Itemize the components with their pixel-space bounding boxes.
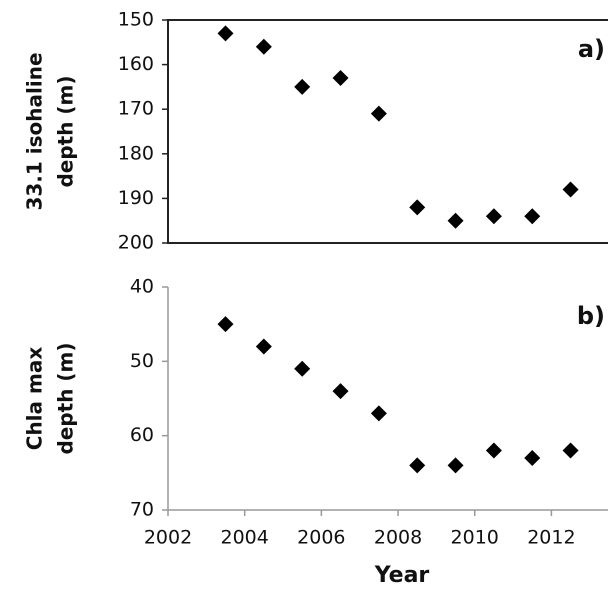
y-tick-label: 40: [130, 276, 154, 298]
y-tick-label: 70: [130, 499, 154, 521]
data-point: [524, 449, 541, 466]
data-point: [447, 212, 464, 229]
data-point: [562, 442, 579, 459]
x-tick-label: 2010: [451, 527, 499, 549]
data-point: [255, 338, 272, 355]
data-point: [332, 383, 349, 400]
data-point: [524, 208, 541, 225]
y-axis-label: depth (m): [54, 75, 78, 187]
data-point: [332, 69, 349, 86]
data-point: [485, 208, 502, 225]
y-tick-label: 170: [118, 98, 154, 120]
panel-label: b): [577, 302, 605, 330]
data-point: [217, 316, 234, 333]
y-tick-label: 150: [118, 9, 154, 31]
y-axis-label: Chla max: [23, 347, 47, 451]
x-axis-label: Year: [374, 563, 430, 588]
data-point: [294, 78, 311, 95]
x-tick-label: 2006: [297, 527, 345, 549]
y-tick-label: 190: [118, 187, 154, 209]
x-tick-label: 2004: [221, 527, 269, 549]
y-tick-label: 50: [130, 350, 154, 372]
x-tick-label: 2012: [527, 527, 575, 549]
y-axis-label: 33.1 isohaline: [23, 52, 47, 210]
y-tick-label: 60: [130, 424, 154, 446]
data-point: [294, 360, 311, 377]
panel-label: a): [578, 35, 605, 63]
data-point: [409, 457, 426, 474]
data-point: [409, 199, 426, 216]
data-point: [217, 25, 234, 42]
data-point: [485, 442, 502, 459]
data-point: [370, 105, 387, 122]
y-tick-label: 160: [118, 53, 154, 75]
data-point: [447, 457, 464, 474]
data-point: [255, 38, 272, 55]
data-point: [370, 405, 387, 422]
x-tick-label: 2008: [374, 527, 422, 549]
y-tick-label: 200: [118, 232, 154, 254]
y-axis-label: depth (m): [54, 342, 78, 454]
x-tick-label: 2002: [144, 527, 192, 549]
plot-frame: [167, 19, 608, 244]
data-point: [562, 181, 579, 198]
y-tick-label: 180: [118, 142, 154, 164]
